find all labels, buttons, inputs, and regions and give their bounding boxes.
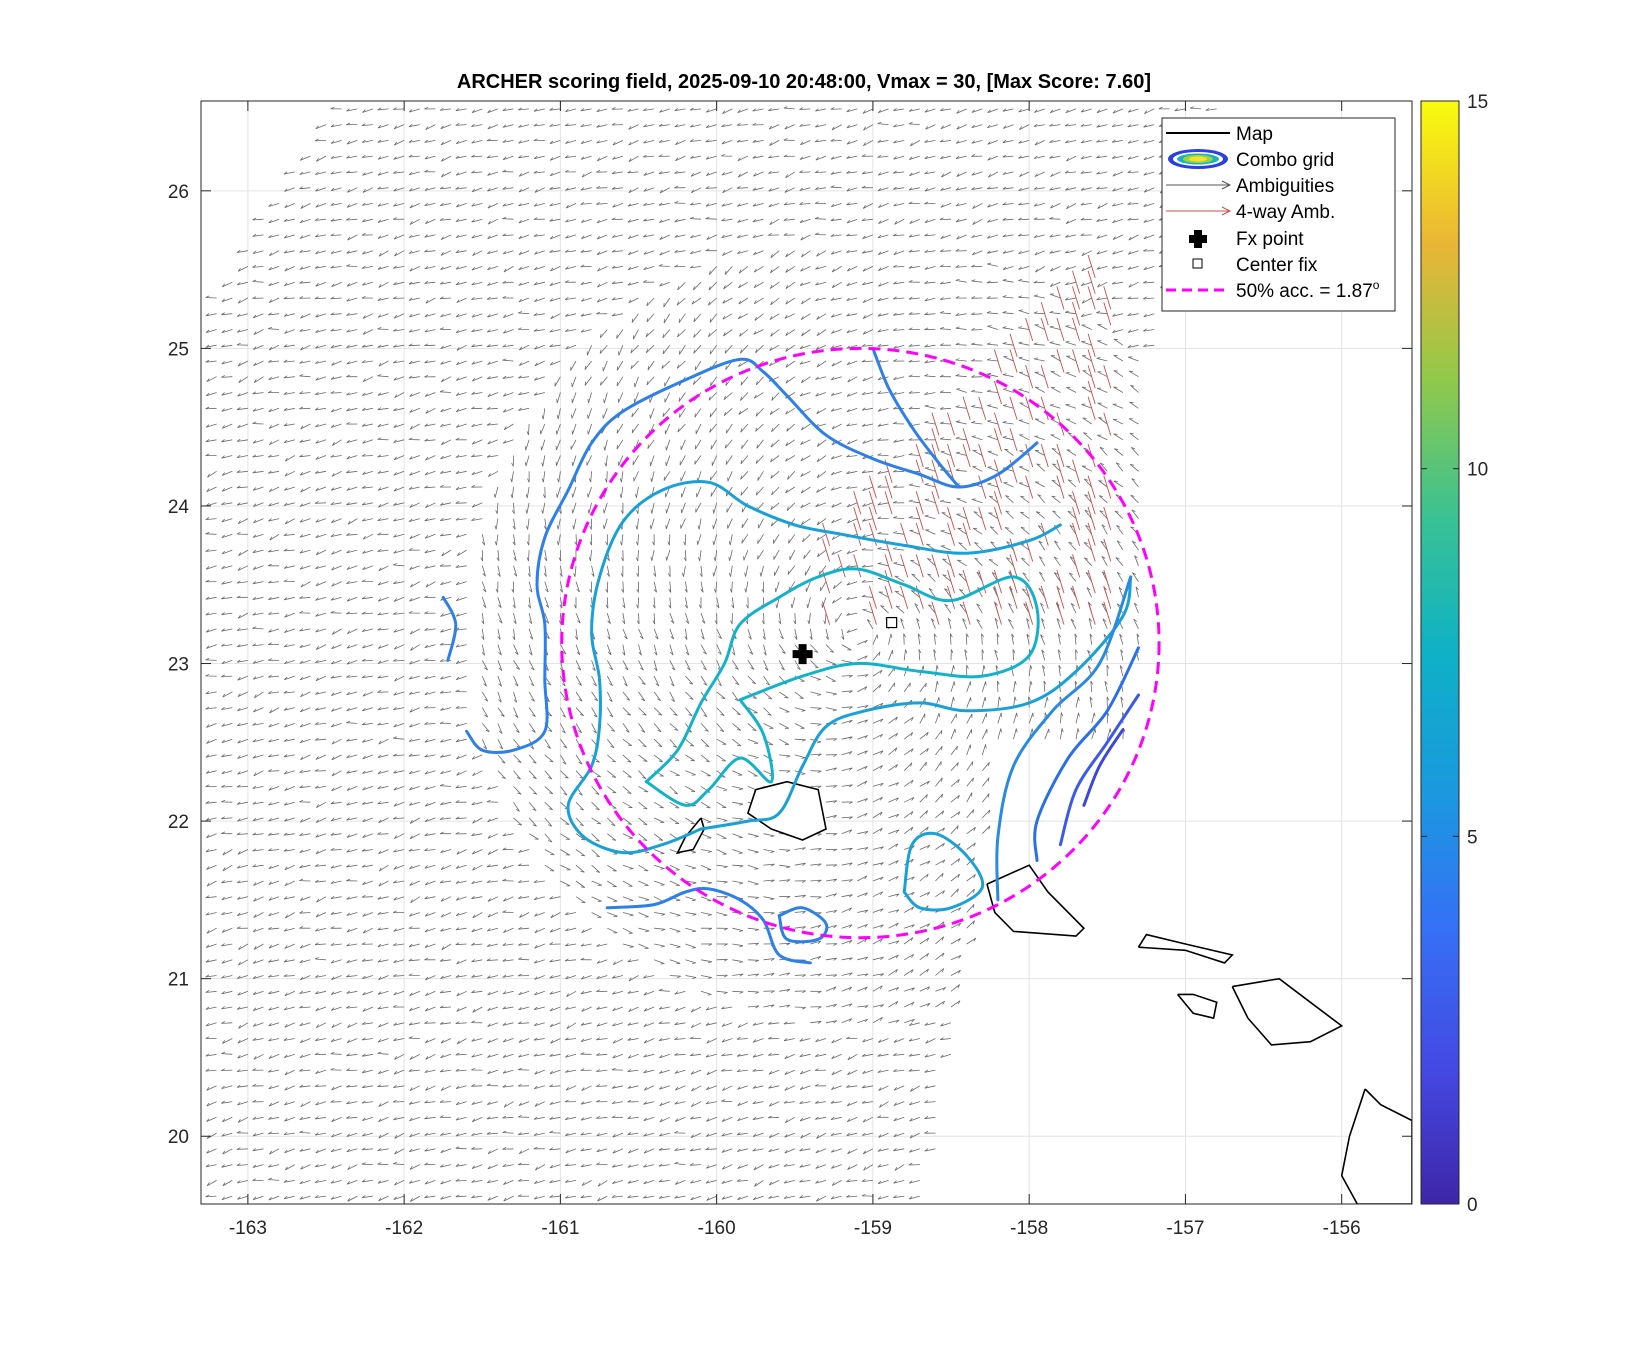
legend-combo-grid-swatch xyxy=(1168,149,1228,169)
score-contour-line xyxy=(1033,646,1140,862)
score-contour-line xyxy=(465,357,1039,755)
score-contour-line xyxy=(902,831,985,912)
accuracy-circle xyxy=(560,346,1161,940)
coastline-kauai xyxy=(746,780,827,841)
legend-ambiguities-label: Ambiguities xyxy=(1236,176,1334,197)
score-contour-line xyxy=(1058,693,1140,847)
coastline-maui xyxy=(1231,977,1344,1046)
coastline-lanai xyxy=(1176,993,1218,1020)
legend: Map Combo grid Ambiguities 4-way Amb. Fx… xyxy=(1161,117,1396,312)
y-tick-label: 26 xyxy=(168,182,189,203)
colorbar-tick-label: 10 xyxy=(1467,460,1488,481)
x-tick-label: -156 xyxy=(1323,1218,1361,1239)
fix-markers xyxy=(792,616,898,665)
legend-ambiguities-swatch xyxy=(1166,180,1232,190)
x-tick-label: -157 xyxy=(1166,1218,1204,1239)
y-tick-label: 21 xyxy=(168,970,189,991)
legend-4way-swatch xyxy=(1166,206,1232,216)
colorbar: 0 5 10 15 xyxy=(1420,92,1488,1216)
legend-map-label: Map xyxy=(1236,124,1273,145)
legend-accuracy-label: 50% acc. = 1.87o xyxy=(1236,278,1380,302)
x-tick-label: -158 xyxy=(1010,1218,1048,1239)
four-way-ambiguity-arrows xyxy=(822,254,1112,625)
score-contour-line xyxy=(644,698,774,807)
y-tick-label: 22 xyxy=(168,812,189,833)
legend-combo-grid-label: Combo grid xyxy=(1236,150,1334,171)
ambiguity-arrows xyxy=(201,106,1217,1203)
y-tick-label: 23 xyxy=(168,655,189,676)
x-axis-ticks: -163 -162 -161 -160 -159 -158 -157 -156 xyxy=(229,101,1361,1239)
legend-4way-label: 4-way Amb. xyxy=(1236,202,1335,223)
y-tick-label: 25 xyxy=(168,339,189,360)
colorbar-tick-label: 5 xyxy=(1467,827,1478,848)
coastline-map xyxy=(676,780,1412,1204)
score-contour-line xyxy=(605,886,812,965)
coastline-oahu xyxy=(986,864,1086,937)
score-contours xyxy=(441,346,1140,965)
score-contour-line xyxy=(566,480,1062,855)
fx-point-marker xyxy=(792,644,813,665)
score-contour-line xyxy=(995,575,1133,902)
score-contour-line xyxy=(644,567,1040,784)
legend-fx-point-label: Fx point xyxy=(1236,229,1304,250)
center-fix-marker xyxy=(886,616,898,629)
colorbar-gradient xyxy=(1420,100,1460,1205)
legend-center-fix-label: Center fix xyxy=(1236,255,1318,276)
coastline-hawaii xyxy=(1340,1088,1412,1204)
colorbar-ticks: 0 5 10 15 xyxy=(1421,92,1488,1216)
score-contour-line xyxy=(699,575,1133,831)
plot-frame xyxy=(200,100,1413,1205)
wind-ambiguity-field xyxy=(201,106,1217,1203)
score-contour-line xyxy=(1082,728,1125,807)
x-tick-label: -162 xyxy=(385,1218,423,1239)
y-axis-ticks: 20 21 22 23 24 25 26 xyxy=(168,182,1412,1148)
x-tick-label: -161 xyxy=(541,1218,579,1239)
score-contour-line xyxy=(777,906,829,944)
score-contour-line xyxy=(871,346,961,489)
score-contour-line xyxy=(441,595,458,662)
colorbar-tick-label: 15 xyxy=(1467,92,1488,113)
x-tick-label: -163 xyxy=(229,1218,267,1239)
legend-center-fix-marker xyxy=(1192,258,1203,269)
x-tick-label: -160 xyxy=(698,1218,736,1239)
y-tick-label: 24 xyxy=(168,497,190,518)
legend-fx-point-marker xyxy=(1189,230,1207,248)
chart-title: ARCHER scoring field, 2025-09-10 20:48:0… xyxy=(457,71,1151,93)
colorbar-tick-label: 0 xyxy=(1467,1195,1478,1216)
x-tick-label: -159 xyxy=(854,1218,892,1239)
y-tick-label: 20 xyxy=(168,1127,189,1148)
coastline-molokai xyxy=(1137,933,1234,964)
accuracy-circle-line xyxy=(560,346,1161,940)
